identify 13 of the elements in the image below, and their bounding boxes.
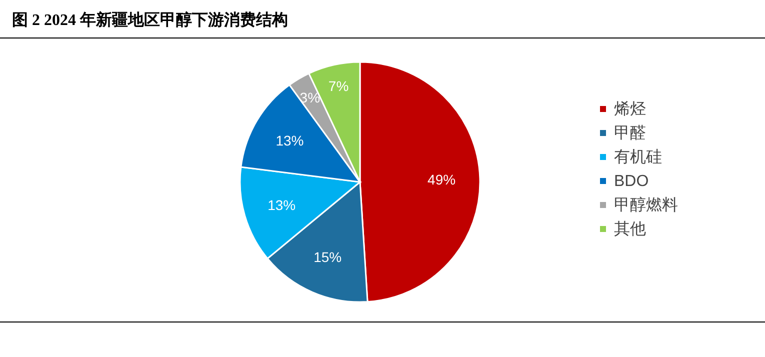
legend-label: 甲醇燃料: [614, 196, 678, 214]
data-label: 15%: [314, 248, 342, 265]
legend-label: BDO: [614, 173, 649, 190]
data-label: 3%: [300, 89, 320, 106]
legend-label: 烯烃: [614, 100, 646, 118]
data-label: 13%: [276, 132, 304, 148]
legend-label: 有机硅: [614, 148, 662, 166]
data-label: 7%: [328, 78, 349, 94]
data-label: 49%: [428, 171, 456, 188]
chart-title: 图 2 2024 年新疆地区甲醇下游消费结构: [12, 11, 288, 29]
data-label: 13%: [268, 196, 296, 213]
legend-label: 甲醛: [614, 124, 646, 142]
legend-label: 其他: [614, 220, 646, 238]
